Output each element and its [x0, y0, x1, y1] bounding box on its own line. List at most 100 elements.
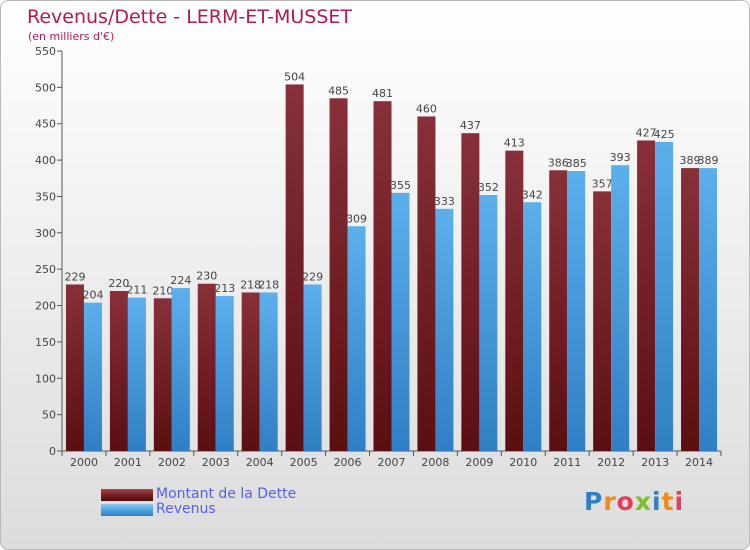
bar-revenus-2010 [523, 202, 542, 451]
proxiti-logo: Proxiti [584, 487, 684, 516]
y-tick-label: 450 [35, 118, 56, 131]
x-tick-label: 2008 [421, 456, 449, 469]
bar-revenus-2012 [611, 165, 630, 451]
x-tick-label: 2013 [641, 456, 669, 469]
value-label: 357 [592, 177, 613, 190]
x-tick-label: 2004 [246, 456, 274, 469]
bar-dette-2003 [197, 283, 216, 451]
value-label: 224 [170, 274, 191, 287]
value-label: 333 [434, 195, 455, 208]
bar-dette-2005 [285, 84, 304, 452]
value-label: 309 [346, 212, 367, 225]
chart-title: Revenus/Dette - LERM-ET-MUSSET [27, 6, 352, 28]
y-tick-label: 0 [49, 445, 56, 458]
bar-dette-2006 [329, 98, 348, 451]
x-tick-label: 2012 [597, 456, 625, 469]
bar-revenus-2008 [435, 208, 454, 451]
bar-dette-2011 [549, 170, 568, 452]
legend-label-revenus: Revenus [156, 501, 216, 517]
y-tick-label: 350 [35, 190, 56, 203]
x-tick-label: 2011 [553, 456, 581, 469]
value-label: 413 [504, 137, 525, 150]
bar-revenus-2004 [259, 292, 278, 451]
bar-revenus-2014 [699, 168, 718, 451]
bar-revenus-2000 [83, 302, 102, 451]
bar-dette-2009 [461, 133, 480, 451]
legend-swatch-revenus [101, 504, 153, 516]
logo-letter: r [603, 487, 617, 516]
legend-label-dette: Montant de la Dette [156, 486, 297, 502]
bar-dette-2002 [153, 298, 172, 451]
x-tick-label: 2014 [685, 456, 713, 469]
value-label: 229 [302, 270, 323, 283]
value-label: 218 [240, 278, 261, 291]
x-tick-label: 2006 [334, 456, 362, 469]
y-tick-label: 550 [35, 45, 56, 58]
value-label: 385 [566, 157, 587, 170]
value-label: 481 [372, 87, 393, 100]
bar-dette-2007 [373, 101, 392, 451]
x-tick-label: 2002 [158, 456, 186, 469]
x-tick-label: 2005 [290, 456, 318, 469]
bar-dette-2000 [65, 284, 84, 451]
logo-letter: i [674, 487, 685, 516]
value-label: 230 [196, 270, 217, 283]
x-tick-label: 2010 [509, 456, 537, 469]
bar-revenus-2005 [303, 284, 322, 451]
value-label: 352 [478, 181, 499, 194]
legend-swatch-dette [101, 489, 153, 501]
value-label: 386 [548, 156, 569, 169]
x-tick-label: 2001 [114, 456, 142, 469]
x-tick-label: 2009 [465, 456, 493, 469]
x-tick-label: 2007 [378, 456, 406, 469]
value-label: 389 [680, 154, 701, 167]
bar-dette-2008 [417, 116, 436, 452]
value-label: 425 [654, 128, 675, 141]
bar-revenus-2006 [347, 226, 366, 451]
y-tick-label: 500 [35, 81, 56, 94]
bar-revenus-2003 [215, 296, 234, 451]
value-label: 389 [698, 154, 719, 167]
bar-dette-2001 [109, 291, 128, 451]
logo-letter: t [661, 487, 675, 516]
value-label: 504 [284, 70, 305, 83]
value-label: 355 [390, 179, 411, 192]
bar-revenus-2013 [655, 141, 674, 451]
y-tick-label: 50 [42, 409, 56, 422]
logo-letter: i [652, 487, 662, 516]
value-label: 485 [328, 84, 349, 97]
y-tick-label: 250 [35, 263, 56, 276]
value-label: 460 [416, 102, 437, 115]
logo-letter: o [616, 487, 635, 516]
value-label: 229 [64, 270, 85, 283]
logo-letter: x [634, 487, 652, 516]
x-tick-label: 2003 [202, 456, 230, 469]
bar-dette-2004 [241, 292, 260, 451]
bar-dette-2010 [505, 150, 524, 452]
y-tick-label: 100 [35, 372, 56, 385]
bar-revenus-2009 [479, 195, 498, 451]
bar-dette-2012 [593, 191, 612, 451]
x-tick-label: 2000 [70, 456, 98, 469]
y-tick-label: 300 [35, 227, 56, 240]
value-label: 210 [152, 284, 173, 297]
y-tick-label: 200 [35, 300, 56, 313]
value-label: 218 [258, 278, 279, 291]
value-label: 437 [460, 119, 481, 132]
value-label: 211 [126, 284, 147, 297]
bar-revenus-2001 [127, 297, 146, 451]
y-tick-label: 400 [35, 154, 56, 167]
value-label: 213 [214, 282, 235, 295]
value-label: 204 [82, 289, 103, 302]
bar-dette-2014 [681, 168, 700, 451]
value-label: 220 [108, 277, 129, 290]
bar-revenus-2002 [171, 288, 190, 451]
chart-subtitle: (en milliers d'€) [28, 30, 115, 43]
value-label: 427 [636, 126, 657, 139]
value-label: 393 [610, 151, 631, 164]
y-tick-label: 150 [35, 336, 56, 349]
value-label: 342 [522, 188, 543, 201]
bar-revenus-2007 [391, 192, 410, 451]
